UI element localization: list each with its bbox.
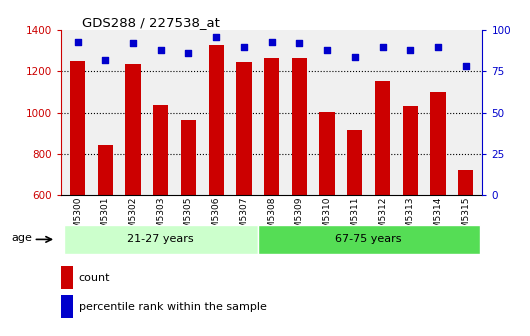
Point: [156, 47, 165, 53]
Bar: [347, 130, 363, 319]
Bar: [126, 64, 140, 319]
Bar: [153, 106, 169, 319]
Bar: [64, 225, 258, 254]
Point: [434, 44, 442, 49]
Point: [406, 47, 414, 53]
Bar: [292, 58, 307, 319]
Bar: [236, 62, 252, 319]
Bar: [403, 107, 418, 319]
Bar: [98, 145, 113, 319]
Bar: [209, 45, 224, 319]
Point: [295, 41, 304, 46]
Bar: [264, 58, 279, 319]
Point: [73, 39, 82, 44]
Bar: [61, 266, 73, 289]
Point: [323, 47, 331, 53]
Bar: [258, 225, 480, 254]
Text: GDS288 / 227538_at: GDS288 / 227538_at: [82, 16, 220, 29]
Bar: [61, 295, 73, 318]
Text: count: count: [78, 273, 110, 283]
Bar: [458, 170, 473, 319]
Bar: [181, 120, 196, 319]
Point: [212, 34, 220, 40]
Text: age: age: [11, 233, 32, 243]
Point: [378, 44, 387, 49]
Point: [129, 41, 137, 46]
Bar: [430, 92, 446, 319]
Point: [184, 51, 193, 56]
Point: [101, 57, 110, 62]
Text: 21-27 years: 21-27 years: [127, 235, 194, 244]
Point: [267, 39, 276, 44]
Text: 67-75 years: 67-75 years: [335, 235, 402, 244]
Point: [462, 64, 470, 69]
Bar: [375, 81, 390, 319]
Bar: [70, 61, 85, 319]
Bar: [320, 112, 334, 319]
Text: percentile rank within the sample: percentile rank within the sample: [78, 302, 267, 312]
Point: [240, 44, 248, 49]
Point: [350, 54, 359, 59]
